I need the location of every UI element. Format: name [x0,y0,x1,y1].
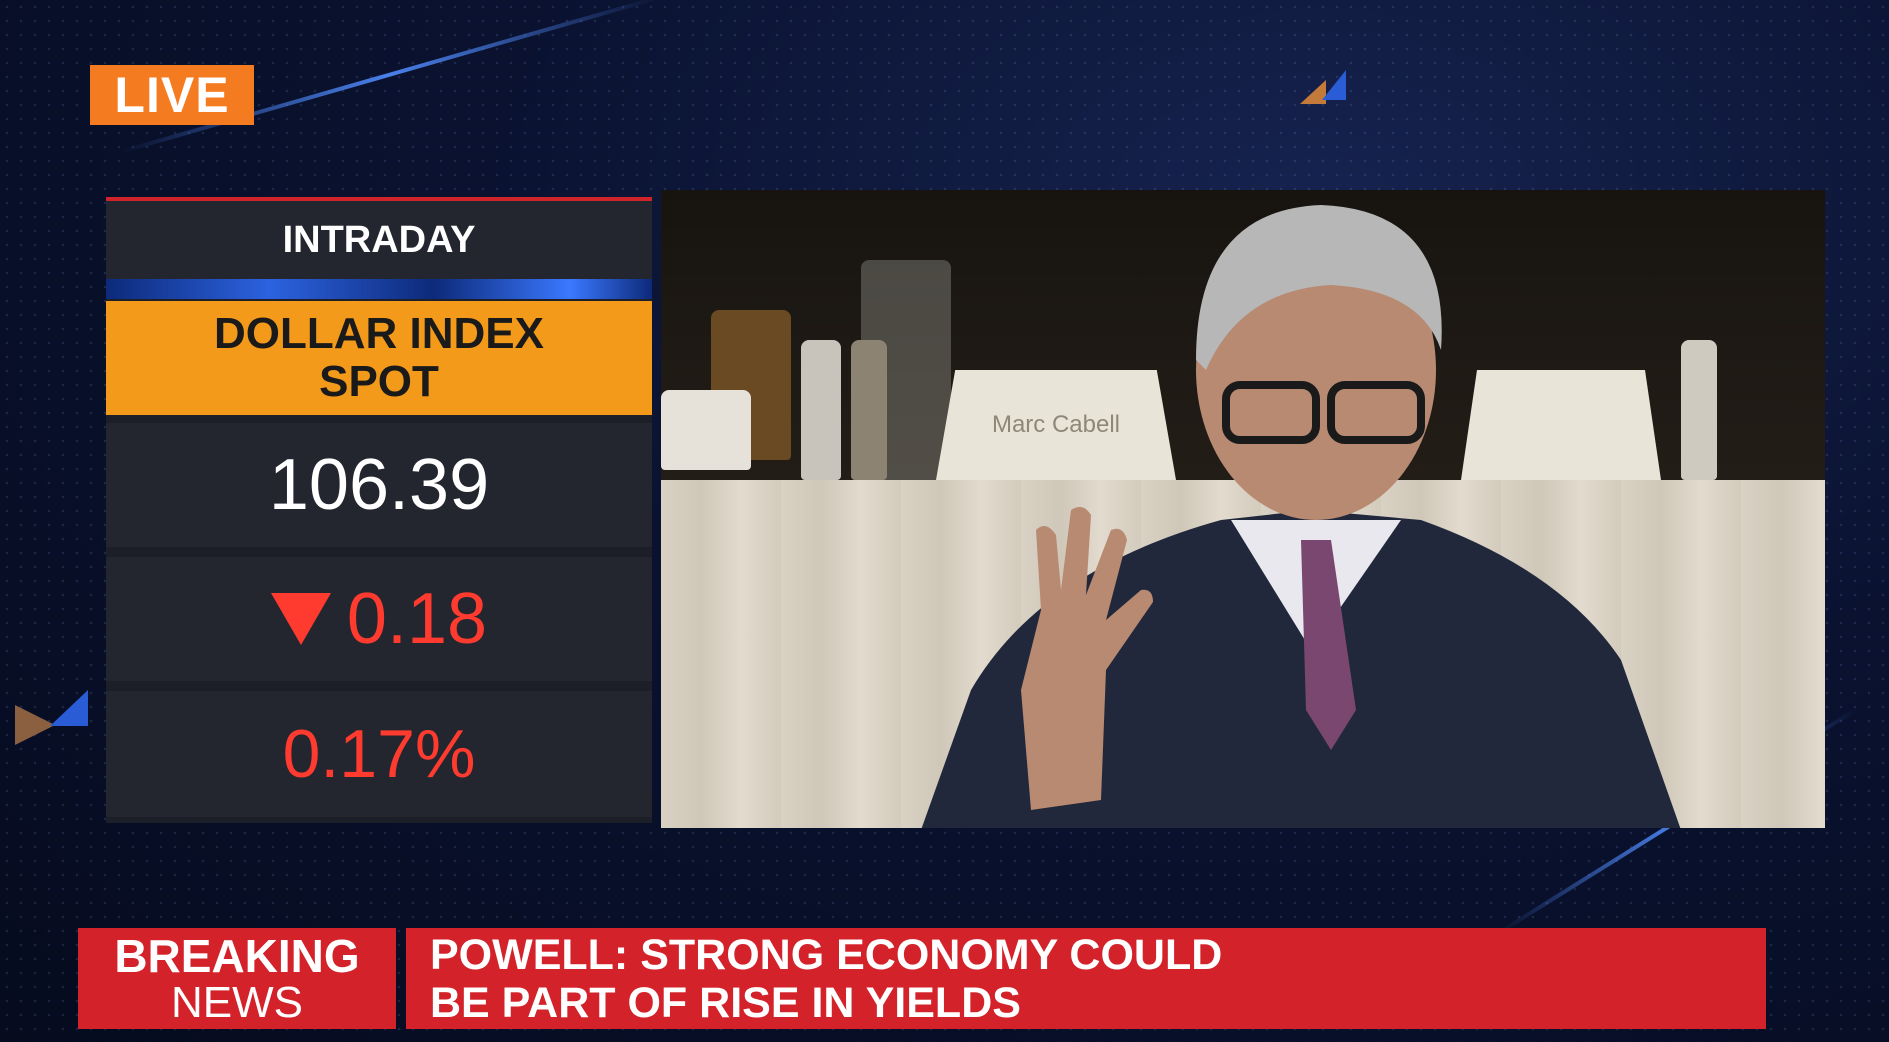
headline-line2: BE PART OF RISE IN YIELDS [430,978,1021,1027]
decorative-triangle [1300,80,1326,104]
speaker-figure [921,205,1681,828]
instrument-title: DOLLAR INDEX SPOT [106,301,652,415]
video-cup [661,390,751,470]
decorative-triangle [50,690,88,726]
speaker-tie [1301,540,1356,750]
instrument-title-line2: SPOT [319,357,439,406]
market-data-panel: INTRADAY DOLLAR INDEX SPOT 106.39 0.18 0… [106,197,652,823]
price-change-percent: 0.17% [106,691,652,817]
speaker-hair [1196,205,1442,370]
breaking-label-line2: NEWS [171,977,303,1027]
speaker-glasses [1222,381,1320,444]
video-shaker [851,340,887,480]
breaking-label-line1: BREAKING [114,929,360,982]
speaker-glasses [1327,381,1425,444]
video-shaker [801,340,841,480]
panel-divider [106,279,652,299]
price-change-value: 0.18 [346,579,488,659]
live-badge: LIVE [90,65,254,125]
panel-top-rule [106,197,652,201]
headline-line1: POWELL: STRONG ECONOMY COULD [430,930,1223,979]
instrument-title-line1: DOLLAR INDEX [214,309,544,358]
video-nameplate: Marc Cabell [936,370,1176,480]
decorative-triangle [15,705,55,745]
period-label: INTRADAY [106,201,652,279]
video-shaker [1681,340,1717,480]
video-nameplate-text: Marc Cabell [991,411,1121,438]
breaking-news-label: BREAKING NEWS [78,928,396,1029]
video-nameplate [1461,370,1661,480]
instrument-price: 106.39 [106,423,652,547]
speaker-hand [1021,506,1153,810]
decorative-triangle [1322,70,1346,100]
breaking-headline: POWELL: STRONG ECONOMY COULD BE PART OF … [406,928,1766,1029]
video-feed: Marc Cabell [661,190,1825,828]
price-change: 0.18 [106,557,652,681]
down-arrow-icon [270,593,331,645]
